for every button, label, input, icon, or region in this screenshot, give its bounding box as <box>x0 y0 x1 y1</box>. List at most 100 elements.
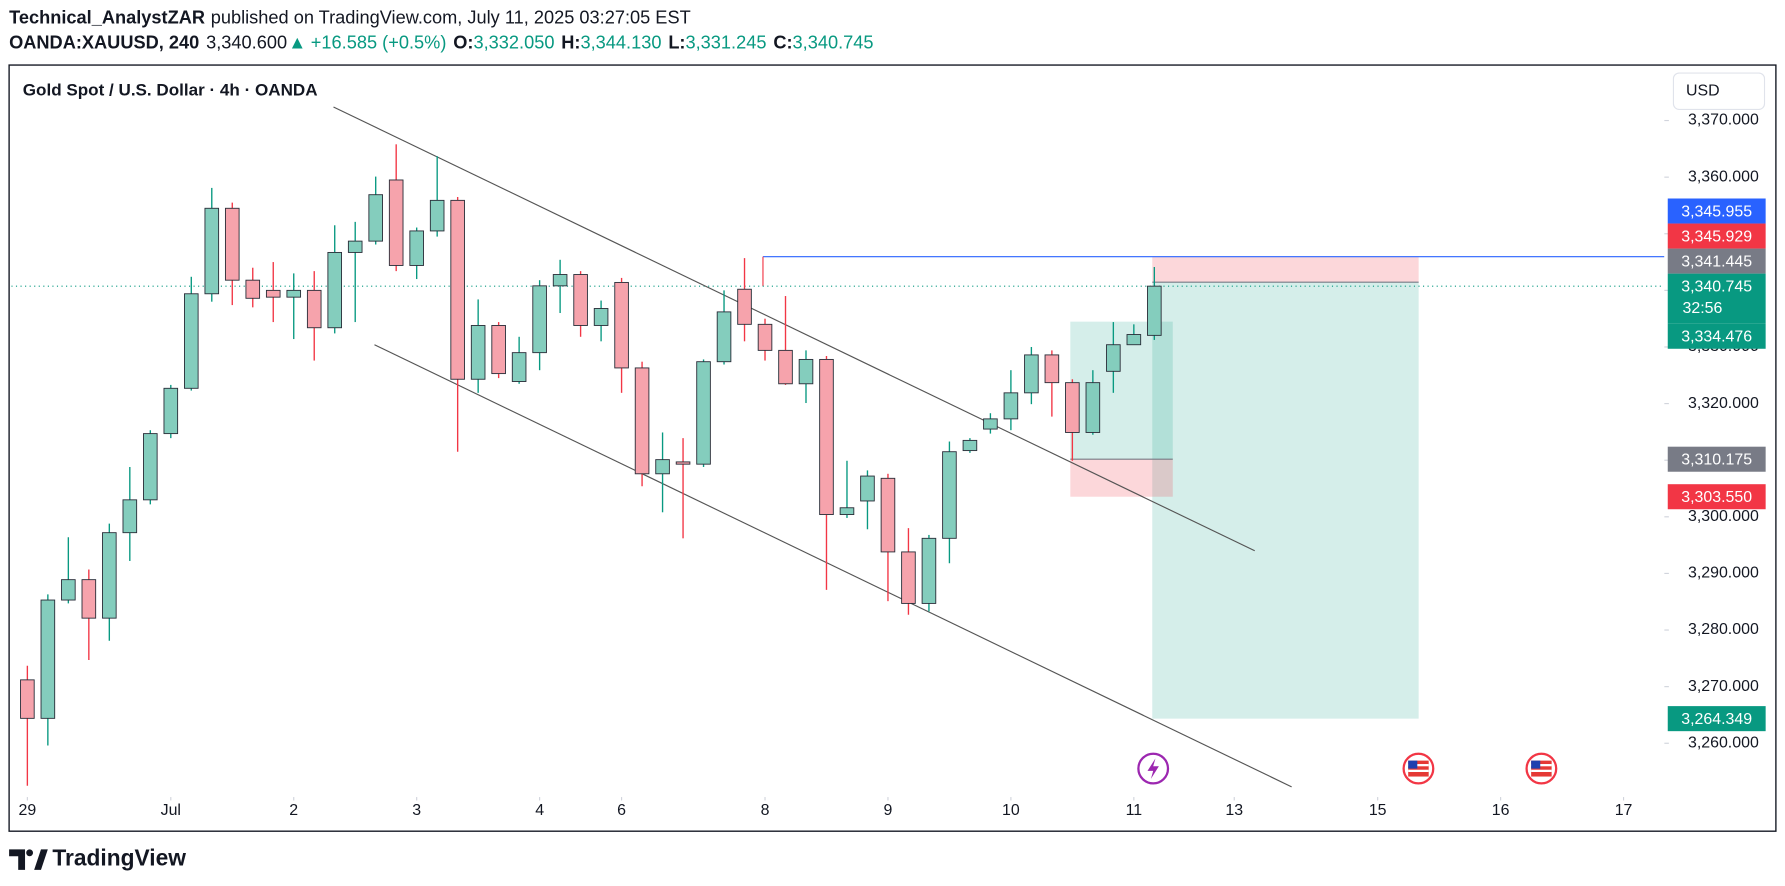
flag-stripe <box>1408 764 1429 767</box>
candle-body <box>224 207 240 281</box>
flag-stripe <box>1531 764 1552 767</box>
candle-body <box>737 288 752 325</box>
ohlc-line: OANDA:XAUUSD, 240 3,340.600▲ +16.585 (+0.5… <box>9 32 873 52</box>
candle-body <box>470 325 486 380</box>
flag-canton <box>1531 760 1541 769</box>
position-reward <box>1152 282 1419 719</box>
y-tick-label: 3,270.000 <box>1688 678 1759 695</box>
price-label: 3,310.175 <box>1681 452 1752 469</box>
candle-body <box>1126 334 1142 346</box>
logo-dot <box>26 849 34 857</box>
candle-body <box>655 459 670 475</box>
candle-body <box>634 367 650 475</box>
candle-body <box>143 433 158 501</box>
candle-body <box>163 387 179 435</box>
price-label-box <box>1667 706 1766 732</box>
candle-body <box>491 325 506 375</box>
author: Technical_AnalystZAR <box>9 7 205 27</box>
candle-body <box>1065 382 1080 433</box>
candle-body <box>675 461 691 465</box>
candle-body <box>757 323 773 351</box>
flag-canton <box>1408 760 1418 769</box>
candle-body <box>532 285 547 354</box>
trendline <box>333 106 1255 552</box>
candle-body <box>901 551 916 604</box>
open-value: 3,332.050 <box>473 32 554 52</box>
y-tick-label: 3,320.000 <box>1688 395 1759 412</box>
x-tick-label: 15 <box>1369 802 1387 819</box>
candle-body <box>614 281 629 369</box>
x-tick-label: 17 <box>1615 802 1633 819</box>
candle-body <box>921 537 937 604</box>
trendline <box>374 344 1292 788</box>
candle-body <box>839 507 855 516</box>
price-label: 3,334.476 <box>1681 329 1752 346</box>
price-label: 3,303.550 <box>1681 489 1752 506</box>
low-label: L: <box>668 32 685 52</box>
price-label-box <box>1667 223 1766 249</box>
candle-body <box>573 274 588 326</box>
x-tick-label: 3 <box>412 802 421 819</box>
candle-body <box>429 199 445 232</box>
x-tick-label: 29 <box>19 802 37 819</box>
published: published on TradingView.com, July 11, 2… <box>211 7 691 27</box>
y-tick-label: 3,280.000 <box>1688 621 1759 638</box>
candle-body <box>1085 382 1101 433</box>
y-tick-label: 3,300.000 <box>1688 508 1759 525</box>
candle-body <box>245 279 261 299</box>
price-label-box <box>1667 323 1766 349</box>
price-label-box <box>1667 273 1766 324</box>
candle-body <box>942 451 957 539</box>
price-label: 3,341.445 <box>1681 253 1752 270</box>
candle-body <box>1106 344 1121 372</box>
x-tick-label: 9 <box>884 802 893 819</box>
candle-body <box>20 679 35 719</box>
candle-body <box>204 207 220 295</box>
currency-button[interactable] <box>1672 72 1766 111</box>
candle-body <box>61 579 76 601</box>
flag-stripe <box>1531 769 1552 772</box>
candle-body <box>1044 354 1060 384</box>
close-value: 3,340.745 <box>793 32 874 52</box>
candle-body <box>983 418 998 430</box>
symbol: OANDA:XAUUSD, 240 <box>9 32 199 52</box>
candle-body <box>962 439 978 452</box>
candle-body <box>368 194 383 242</box>
candle-body <box>184 293 199 389</box>
price-label-box <box>1667 248 1766 274</box>
position-risk <box>1070 459 1173 497</box>
x-tick-label: 10 <box>1002 802 1020 819</box>
logo-mark <box>9 849 26 870</box>
candle-body <box>552 274 568 287</box>
x-tick-label: 2 <box>289 802 298 819</box>
change-arrow: ▲ <box>288 32 306 52</box>
candle-body <box>388 179 404 266</box>
logo: TradingView <box>9 845 186 871</box>
candle-body <box>1024 354 1039 394</box>
x-tick-label: 13 <box>1225 802 1243 819</box>
candle-body <box>102 532 117 619</box>
close-label: C: <box>773 32 792 52</box>
candle-body <box>819 358 834 516</box>
candle-body <box>122 499 138 534</box>
candle-body <box>286 289 302 298</box>
candle-body <box>347 240 363 253</box>
price-label-box <box>1667 446 1766 472</box>
candle-body <box>81 579 97 619</box>
candle-body <box>593 308 609 326</box>
logo-text: TradingView <box>52 845 186 871</box>
change: +16.585 (+0.5%) <box>311 32 447 52</box>
high-value: 3,344.130 <box>581 32 662 52</box>
candle-body <box>40 599 56 719</box>
logo-mark <box>34 849 48 870</box>
open-label: O: <box>453 32 473 52</box>
position-risk <box>1152 256 1419 283</box>
candle-body <box>778 349 793 385</box>
currency[interactable]: USD <box>1686 82 1720 99</box>
candle-body <box>265 289 281 298</box>
price-label: 3,345.929 <box>1681 228 1752 245</box>
x-tick-label: 8 <box>761 802 770 819</box>
candle-body <box>409 230 424 266</box>
chart-title: Gold Spot / U.S. Dollar · 4h · OANDA <box>23 81 318 100</box>
